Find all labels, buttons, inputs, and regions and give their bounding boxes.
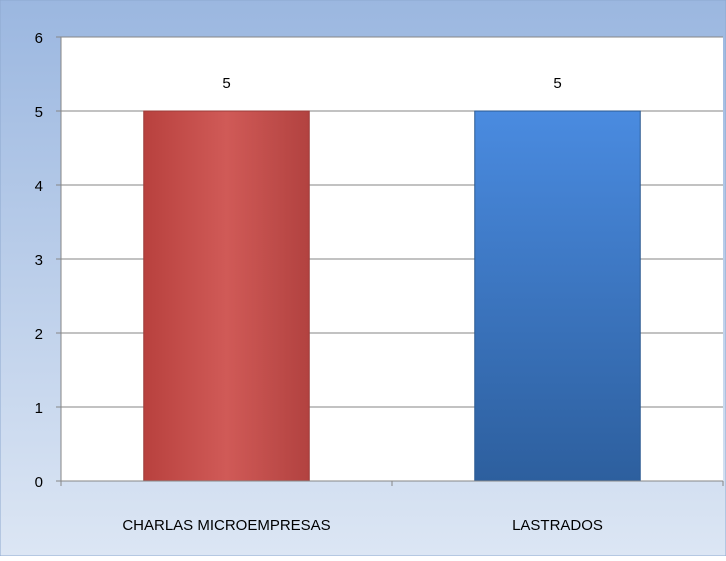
y-tick-label: 2 [35, 326, 43, 343]
y-tick-label: 0 [35, 474, 43, 491]
x-category-label: LASTRADOS [512, 517, 603, 534]
y-tick-label: 3 [35, 252, 43, 269]
bar-lastrados [474, 110, 641, 482]
y-tick-label: 4 [35, 178, 43, 195]
y-tick-label: 1 [35, 400, 43, 417]
labels: 0 1 2 3 4 5 6 5 CHARLAS MICROEMPRESAS 5 LASTRADOS [35, 30, 603, 534]
x-category-label: CHARLAS MICROEMPRESAS [122, 517, 330, 534]
data-label: 5 [553, 75, 561, 92]
bars [143, 110, 641, 482]
bar-charlas-microempresas [143, 110, 310, 482]
y-tick-label: 6 [35, 30, 43, 47]
axes [56, 36, 724, 486]
data-label: 5 [222, 75, 230, 92]
y-tick-label: 5 [35, 104, 43, 121]
